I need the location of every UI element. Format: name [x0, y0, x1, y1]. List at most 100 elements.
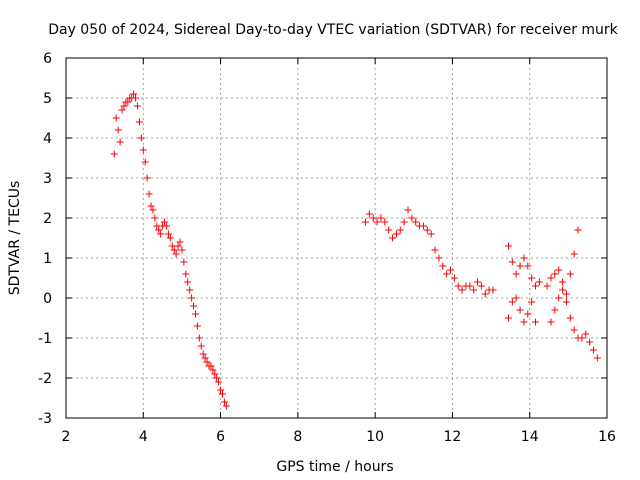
data-point-late — [504, 314, 512, 322]
data-point-late — [474, 278, 482, 286]
data-point-late — [423, 226, 431, 234]
x-tick-label: 14 — [521, 429, 539, 445]
data-point-late — [559, 286, 567, 294]
data-point-late — [551, 306, 559, 314]
data-point-early — [135, 118, 143, 126]
data-point-early — [116, 138, 124, 146]
data-point-late — [578, 334, 586, 342]
data-point-early — [215, 378, 223, 386]
data-point-early — [190, 302, 198, 310]
data-point-late — [520, 318, 528, 326]
data-point-late — [516, 262, 524, 270]
data-point-early — [172, 250, 180, 258]
data-point-late — [373, 218, 381, 226]
y-tick-label: -3 — [38, 411, 52, 427]
y-tick-label: 5 — [43, 91, 52, 107]
data-point-early — [217, 386, 225, 394]
data-point-late — [481, 290, 489, 298]
data-point-late — [532, 282, 540, 290]
data-point-early — [178, 246, 186, 254]
chart-title: Day 050 of 2024, Sidereal Day-to-day VTE… — [48, 22, 618, 38]
data-point-early — [162, 222, 170, 230]
data-point-late — [570, 326, 578, 334]
x-tick-label: 12 — [444, 429, 462, 445]
data-point-late — [412, 218, 420, 226]
data-point-early — [222, 402, 230, 410]
data-point-early — [176, 238, 184, 246]
x-tick-label: 6 — [216, 429, 225, 445]
data-point-late — [570, 250, 578, 258]
data-point-late — [466, 282, 474, 290]
data-point-late — [454, 282, 462, 290]
data-point-early — [199, 350, 207, 358]
x-axis-label: GPS time / hours — [276, 459, 393, 475]
data-point-early — [112, 114, 120, 122]
data-point-late — [586, 338, 594, 346]
data-point-late — [559, 278, 567, 286]
data-point-early — [164, 230, 172, 238]
data-point-early — [191, 310, 199, 318]
data-point-late — [508, 298, 516, 306]
y-tick-label: 6 — [43, 51, 52, 67]
data-point-late — [508, 258, 516, 266]
data-point-early — [120, 102, 128, 110]
data-point-late — [477, 282, 485, 290]
y-axis-label: SDTVAR / TECUs — [7, 181, 23, 296]
data-point-late — [361, 218, 369, 226]
y-tick-label: -1 — [38, 331, 52, 347]
data-point-late — [450, 274, 458, 282]
data-point-early — [133, 102, 141, 110]
data-point-early — [219, 390, 227, 398]
data-point-late — [458, 286, 466, 294]
data-point-early — [166, 234, 174, 242]
data-point-early — [211, 370, 219, 378]
data-point-late — [528, 274, 536, 282]
data-point-late — [562, 298, 570, 306]
x-tick-label: 4 — [139, 429, 148, 445]
data-point-early — [209, 366, 217, 374]
data-point-late — [532, 318, 540, 326]
data-point-late — [566, 314, 574, 322]
data-point-late — [547, 318, 555, 326]
y-tick-label: 1 — [43, 251, 52, 267]
data-point-early — [151, 214, 159, 222]
x-tick-label: 8 — [293, 429, 302, 445]
data-point-late — [389, 234, 397, 242]
data-point-early — [149, 206, 157, 214]
data-point-late — [369, 214, 377, 222]
data-point-late — [516, 306, 524, 314]
data-point-early — [155, 226, 163, 234]
data-point-early — [130, 90, 138, 98]
data-point-early — [193, 322, 201, 330]
data-point-early — [139, 146, 147, 154]
data-point-early — [180, 258, 188, 266]
data-point-early — [195, 334, 203, 342]
data-point-late — [396, 226, 404, 234]
y-tick-label: -2 — [38, 371, 52, 387]
data-point-late — [528, 298, 536, 306]
data-point-late — [446, 266, 454, 274]
data-point-early — [197, 342, 205, 350]
data-point-late — [512, 294, 520, 302]
data-point-early — [114, 126, 122, 134]
data-point-early — [137, 134, 145, 142]
x-tick-label: 2 — [62, 429, 71, 445]
data-point-late — [535, 278, 543, 286]
y-tick-label: 3 — [43, 171, 52, 187]
axis-ticks — [65, 57, 608, 419]
data-point-early — [213, 374, 221, 382]
data-point-late — [555, 266, 563, 274]
data-point-late — [582, 330, 590, 338]
data-point-late — [562, 290, 570, 298]
data-point-late — [589, 346, 597, 354]
data-point-late — [431, 246, 439, 254]
data-point-early — [145, 190, 153, 198]
y-tick-label: 0 — [43, 291, 52, 307]
data-point-early — [141, 158, 149, 166]
data-point-late — [427, 230, 435, 238]
data-point-early — [188, 294, 196, 302]
data-point-late — [385, 226, 393, 234]
